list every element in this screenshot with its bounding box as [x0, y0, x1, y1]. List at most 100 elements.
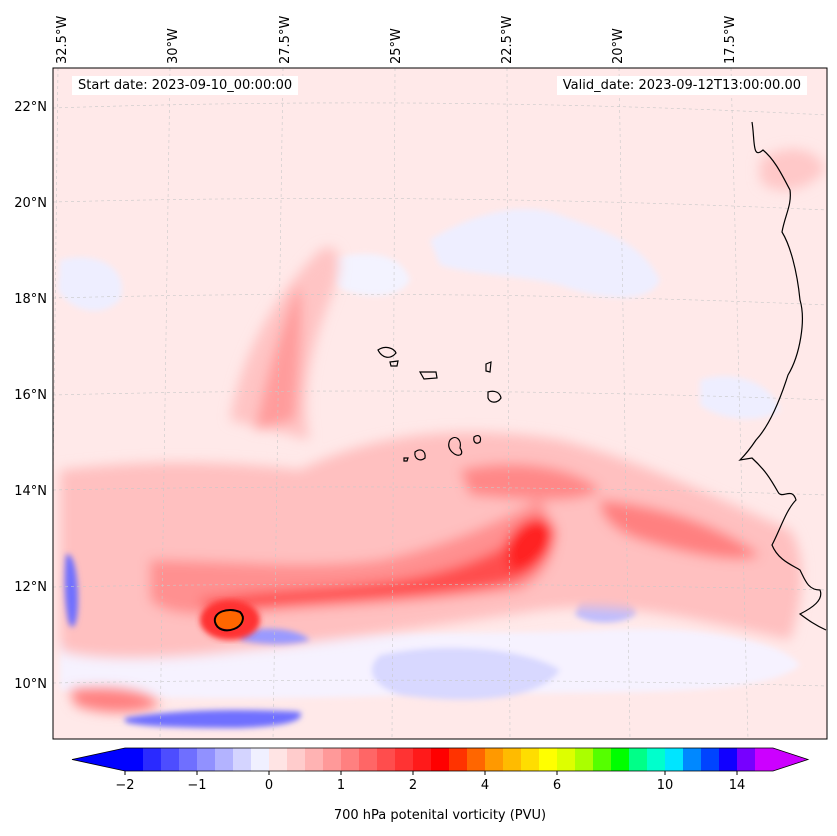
- meridian: [272, 68, 284, 739]
- colorbar-tick-label: 4: [481, 778, 489, 793]
- lat-label: 16°N: [14, 388, 47, 403]
- colorbar-segment: [719, 748, 738, 771]
- south-band: [70, 688, 160, 713]
- lon-label: 30°W: [166, 28, 181, 64]
- lat-label: 10°N: [14, 677, 47, 692]
- band-level-2b: [460, 463, 600, 500]
- colorbar-segment: [467, 748, 486, 771]
- lat-label: 20°N: [14, 196, 47, 211]
- meridian: [506, 68, 511, 739]
- cape-verde-island: [377, 346, 397, 358]
- lat-label: 18°N: [14, 292, 47, 307]
- colorbar-segment: [197, 748, 216, 771]
- colorbar-segment: [503, 748, 522, 771]
- lon-label: 32.5°W: [55, 16, 70, 64]
- colorbar-segment: [341, 748, 360, 771]
- meridian: [730, 68, 749, 739]
- colorbar-segment: [521, 748, 540, 771]
- cape-verde-island: [485, 361, 492, 373]
- colorbar-segment: [575, 748, 594, 771]
- colorbar-tick-label: 10: [657, 778, 674, 793]
- band-level-3: [200, 520, 547, 610]
- colorbar-tick-label: 1: [337, 778, 345, 793]
- colorbar-segment: [395, 748, 414, 771]
- cape-verde-island: [487, 390, 502, 403]
- map-area: [53, 68, 827, 739]
- colorbar-segment: [431, 748, 450, 771]
- neg-band-mid: [240, 628, 310, 645]
- parallel: [53, 198, 827, 211]
- colorbar-segment: [539, 748, 558, 771]
- lon-label: 20°W: [611, 28, 626, 64]
- colorbar-segment: [647, 748, 666, 771]
- neg-band-south: [125, 710, 301, 728]
- colorbar-segment: [179, 748, 198, 771]
- gridlines: [53, 68, 827, 739]
- colorbar-segment: [665, 748, 684, 771]
- meridian: [159, 68, 171, 739]
- colorbar-segment: [161, 748, 180, 771]
- coastlines: [377, 121, 827, 631]
- colorbar-tick-label: 6: [553, 778, 561, 793]
- lon-label: 22.5°W: [500, 16, 515, 64]
- valid-date-label: Valid_date: 2023-09-12T13:00:00.00: [556, 76, 807, 95]
- cape-verde-island: [418, 371, 438, 380]
- africa-coastline: [738, 121, 827, 631]
- colorbar-segment: [557, 748, 576, 771]
- colorbar-tick-label: −2: [115, 778, 134, 793]
- colorbar-segment: [287, 748, 306, 771]
- meridian: [618, 68, 631, 739]
- vortex-center: [200, 600, 260, 640]
- meridian: [391, 68, 396, 739]
- light-blue-patch: [330, 254, 410, 296]
- lon-label: 17.5°W: [723, 16, 738, 64]
- colorbar-segment: [359, 748, 378, 771]
- colorbar-segment: [701, 748, 720, 771]
- colorbar-extend-max: [773, 748, 808, 771]
- colorbar-segment: [215, 748, 234, 771]
- colorbar-ticks: −2 −1 0 1 2 4 6 10 14: [115, 771, 745, 793]
- parallel: [53, 583, 827, 591]
- lat-label: 12°N: [14, 580, 47, 595]
- neg-strip-west: [64, 554, 78, 628]
- parallel: [53, 679, 827, 687]
- light-blue-patch: [430, 209, 660, 298]
- colorbar-segment: [323, 748, 342, 771]
- colorbar-tick-label: −1: [187, 778, 206, 793]
- cape-verde-island: [414, 449, 426, 461]
- colorbar-segment: [269, 748, 288, 771]
- colorbar-segment: [413, 748, 432, 771]
- pv-contours-negative: [64, 554, 310, 728]
- vortex-core: [214, 611, 244, 629]
- colorbar-segment: [629, 748, 648, 771]
- colorbar-segment: [485, 748, 504, 771]
- colorbar-tick-label: 14: [729, 778, 746, 793]
- lon-label: 27.5°W: [278, 16, 293, 64]
- colorbar-segment: [737, 748, 756, 771]
- vortex-contour: [213, 609, 244, 632]
- colorbar-tick-label: 0: [265, 778, 273, 793]
- colorbar-title: 700 hPa potenital vorticity (PVU): [333, 808, 547, 823]
- light-blue-patch: [371, 647, 560, 700]
- pv-contours-positive: [60, 149, 825, 713]
- colorbar-segment: [593, 748, 612, 771]
- lon-labels: 32.5°W 30°W 27.5°W 25°W 22.5°W 20°W 17.5…: [55, 16, 738, 64]
- plume-level-2: [255, 285, 302, 430]
- lon-label: 25°W: [389, 28, 404, 64]
- cape-verde-island: [448, 436, 463, 456]
- colorbar-tick-label: 2: [409, 778, 417, 793]
- parallel: [53, 102, 827, 116]
- light-blue-patch: [700, 376, 780, 420]
- parallel: [53, 486, 827, 496]
- colorbar-segment: [305, 748, 324, 771]
- cape-verde-island: [389, 360, 399, 367]
- colorbar-segment: [683, 748, 702, 771]
- colorbar-segment: [125, 748, 144, 771]
- map-frame: [52, 67, 828, 740]
- cape-verde-island: [403, 457, 409, 462]
- parallel: [53, 294, 827, 306]
- cape-verde-island: [473, 435, 482, 444]
- east-max: [505, 518, 555, 572]
- colorbar-segment: [377, 748, 396, 771]
